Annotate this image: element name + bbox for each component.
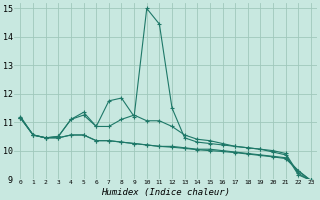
X-axis label: Humidex (Indice chaleur): Humidex (Indice chaleur) xyxy=(101,188,230,197)
